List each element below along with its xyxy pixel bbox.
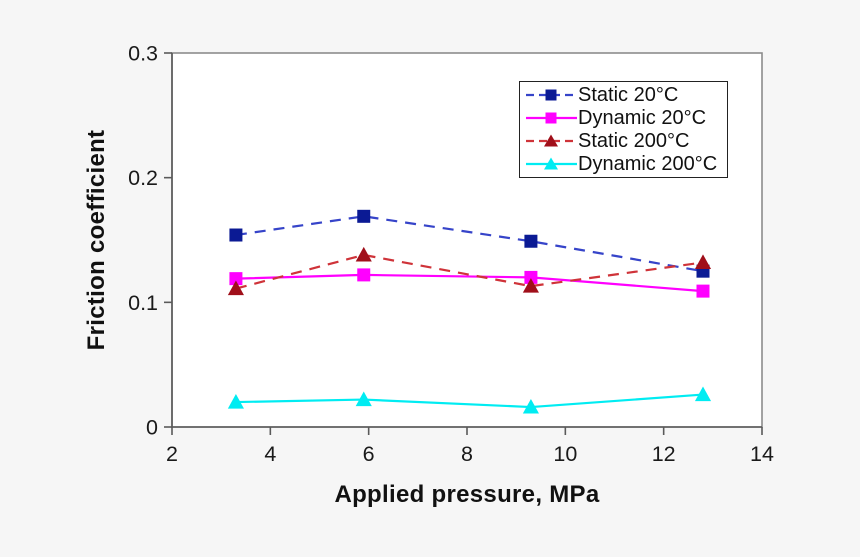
data-point-triangle bbox=[694, 386, 712, 402]
y-tick-label: 0 bbox=[146, 416, 158, 440]
legend-swatch-static-20-icon bbox=[526, 89, 577, 101]
x-tick-label: 6 bbox=[363, 442, 375, 466]
data-point-triangle bbox=[694, 254, 712, 269]
legend-marker bbox=[545, 89, 557, 101]
legend-item-static-20: Static 20°C bbox=[525, 84, 727, 106]
legend-item-dynamic-20: Dynamic 20°C bbox=[525, 107, 727, 129]
legend-swatch-static-200-icon bbox=[526, 134, 577, 147]
x-tick-label: 8 bbox=[461, 442, 473, 466]
x-tick-label: 4 bbox=[264, 442, 276, 466]
series-1 bbox=[229, 268, 710, 298]
y-axis-title: Friction coefficient bbox=[83, 129, 110, 351]
series-line bbox=[235, 393, 704, 409]
data-point-square bbox=[524, 270, 538, 284]
legend-label: Dynamic 200°C bbox=[578, 152, 718, 175]
y-tick-label: 0.3 bbox=[128, 42, 158, 66]
series-line bbox=[235, 253, 704, 290]
legend-marker bbox=[544, 134, 558, 147]
legend-label: Static 20°C bbox=[578, 84, 679, 107]
legend-swatch-dynamic-20-icon bbox=[526, 112, 577, 124]
legend-item-static-200: Static 200°C bbox=[525, 130, 727, 152]
legend-item-dynamic-200: Dynamic 200°C bbox=[525, 153, 727, 175]
series-line bbox=[235, 215, 704, 273]
legend-label: Dynamic 20°C bbox=[578, 107, 707, 130]
series-line bbox=[235, 273, 704, 293]
x-tick-label: 2 bbox=[166, 442, 178, 466]
data-point-square bbox=[357, 209, 371, 223]
data-point-triangle bbox=[355, 246, 372, 262]
data-point-triangle bbox=[227, 394, 244, 409]
legend-label: Static 200°C bbox=[578, 129, 690, 152]
legend-swatch-dynamic-200-icon bbox=[526, 157, 577, 170]
x-tick-label: 10 bbox=[553, 442, 577, 466]
data-point-square bbox=[229, 228, 243, 242]
legend-marker bbox=[545, 112, 557, 124]
data-point-square bbox=[229, 272, 243, 286]
data-point-triangle bbox=[355, 391, 372, 407]
data-point-square bbox=[696, 284, 710, 298]
y-tick-label: 0.1 bbox=[128, 291, 158, 315]
x-axis-title: Applied pressure, MPa bbox=[334, 481, 600, 508]
series-2 bbox=[227, 246, 712, 296]
data-point-triangle bbox=[522, 398, 539, 414]
y-tick-label: 0.2 bbox=[128, 166, 158, 190]
x-tick-label: 12 bbox=[652, 442, 676, 466]
data-point-square bbox=[357, 268, 371, 282]
data-point-triangle bbox=[227, 280, 244, 296]
series-3 bbox=[227, 386, 712, 414]
data-point-triangle bbox=[522, 278, 539, 293]
x-tick-label: 14 bbox=[750, 442, 774, 466]
series-0 bbox=[229, 209, 710, 278]
legend: Static 20°C Dynamic 20°C Static 200°C Dy… bbox=[519, 81, 728, 178]
data-point-square bbox=[524, 234, 538, 248]
legend-marker bbox=[544, 157, 558, 170]
